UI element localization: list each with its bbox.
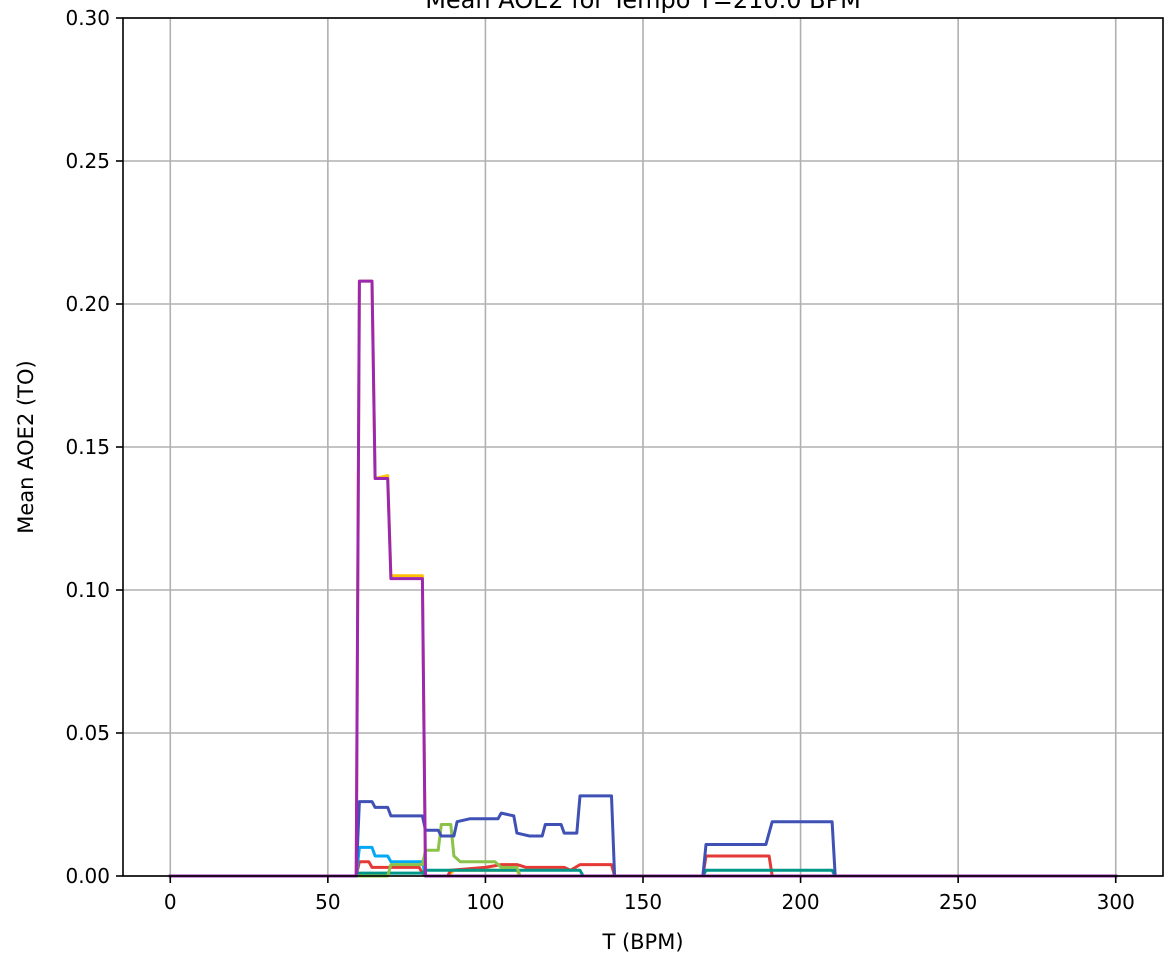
chart-title: Mean AOE2 for Tempo T=210.0 BPM bbox=[425, 0, 861, 14]
x-axis-ticks: 0 50 100 150 200 250 300 bbox=[164, 876, 1135, 914]
x-tick-label: 150 bbox=[624, 890, 662, 914]
y-tick-label: 0.20 bbox=[65, 292, 110, 316]
series-line-5 bbox=[168, 823, 1118, 878]
x-tick-label: 200 bbox=[781, 890, 819, 914]
series-line-4 bbox=[168, 868, 1118, 878]
y-axis-ticks: 0.00 0.05 0.10 0.15 0.20 0.25 0.30 bbox=[65, 6, 123, 888]
x-tick-label: 250 bbox=[939, 890, 977, 914]
y-tick-label: 0.05 bbox=[65, 721, 110, 745]
x-tick-label: 100 bbox=[466, 890, 504, 914]
y-tick-label: 0.00 bbox=[65, 864, 110, 888]
y-tick-label: 0.10 bbox=[65, 578, 110, 602]
y-tick-label: 0.30 bbox=[65, 6, 110, 30]
x-axis-label: T (BPM) bbox=[601, 930, 683, 954]
y-tick-label: 0.25 bbox=[65, 149, 110, 173]
y-tick-label: 0.15 bbox=[65, 435, 110, 459]
x-tick-label: 50 bbox=[315, 890, 340, 914]
y-axis-label: Mean AOE2 (TO) bbox=[14, 360, 38, 533]
grid bbox=[123, 17, 1163, 877]
series-line-7 bbox=[168, 279, 1118, 878]
series-layer bbox=[168, 279, 1118, 878]
series-line-6 bbox=[168, 794, 1118, 878]
x-tick-label: 0 bbox=[164, 890, 177, 914]
x-tick-label: 300 bbox=[1097, 890, 1135, 914]
